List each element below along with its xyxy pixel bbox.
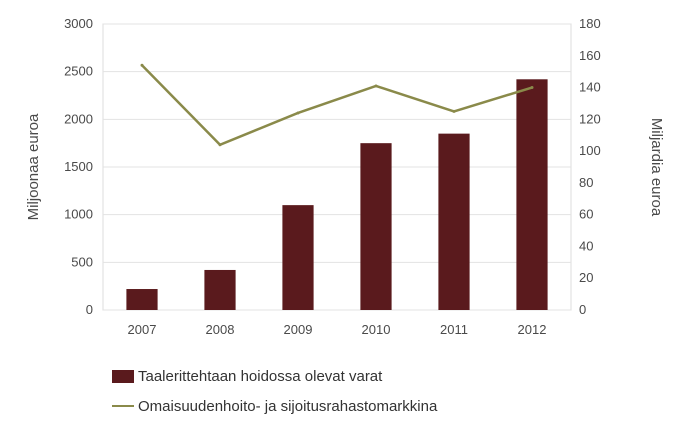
x-tick: 2009 [284, 322, 313, 337]
legend-item-bars: Taalerittehtaan hoidossa olevat varat [112, 364, 437, 388]
y-tick-right: 180 [579, 16, 601, 31]
y-tick-left: 1000 [64, 207, 93, 222]
y-tick-right: 60 [579, 207, 593, 222]
y-tick-right: 0 [579, 302, 586, 317]
y-tick-left: 2500 [64, 64, 93, 79]
bar [282, 205, 314, 310]
y-tick-left: 3000 [64, 16, 93, 31]
bar-series [126, 79, 548, 310]
x-tick: 2008 [206, 322, 235, 337]
y-tick-right: 160 [579, 48, 601, 63]
y-axis-title-left: Miljoonaa euroa [25, 113, 42, 220]
y-tick-left: 500 [71, 254, 93, 269]
bar [204, 269, 236, 310]
x-tick: 2011 [440, 322, 468, 337]
y-axis-title-right: Miljardia euroa [648, 118, 665, 217]
left-axis-ticks: 0 500 1000 1500 2000 2500 3000 [64, 16, 93, 317]
x-tick: 2012 [518, 322, 547, 337]
y-tick-left: 0 [86, 302, 93, 317]
legend: Taalerittehtaan hoidossa olevat varat Om… [112, 364, 437, 424]
line-point [296, 111, 300, 115]
legend-label-bars: Taalerittehtaan hoidossa olevat varat [138, 367, 383, 385]
line-point [374, 84, 378, 88]
legend-swatch-bar [112, 369, 134, 383]
y-tick-left: 1500 [64, 159, 93, 174]
y-tick-right: 100 [579, 143, 601, 158]
legend-item-line: Omaisuudenhoito- ja sijoitusrahastomarkk… [112, 394, 437, 418]
series-line [141, 64, 533, 147]
bar [516, 79, 548, 310]
legend-label-line: Omaisuudenhoito- ja sijoitusrahastomarkk… [138, 397, 438, 415]
line-point [530, 86, 534, 90]
x-tick: 2007 [128, 322, 157, 337]
line-point [140, 63, 144, 67]
y-tick-right: 140 [579, 80, 601, 95]
y-tick-left: 2000 [64, 111, 93, 126]
right-axis-ticks: 0 20 40 60 80 100 120 140 160 180 [579, 16, 601, 317]
legend-swatch-line [112, 405, 134, 407]
gridlines [103, 23, 571, 311]
y-tick-right: 80 [579, 175, 593, 190]
bar [126, 289, 158, 310]
y-tick-right: 120 [579, 111, 601, 126]
x-tick: 2010 [362, 322, 391, 337]
y-tick-right: 20 [579, 270, 593, 285]
bar [360, 143, 392, 310]
bar [438, 133, 470, 310]
y-tick-right: 40 [579, 238, 593, 253]
line-series [140, 63, 534, 147]
x-axis-ticks: 2007 2008 2009 2010 2011 2012 [128, 322, 547, 337]
line-point [452, 109, 456, 113]
line-point [218, 143, 222, 147]
